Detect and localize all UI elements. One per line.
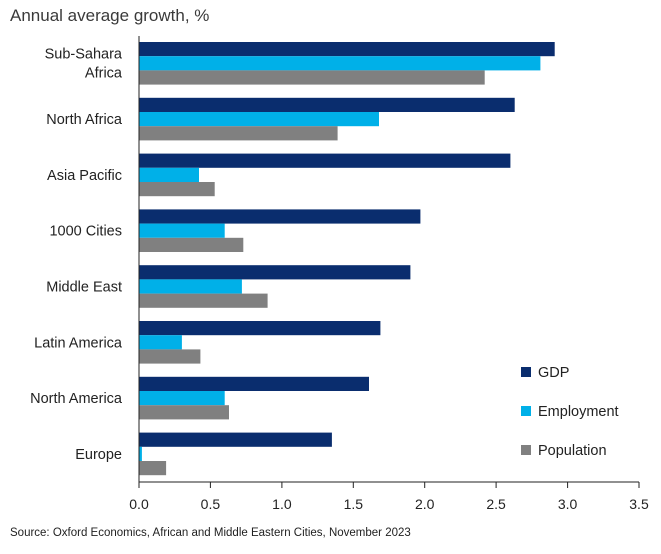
legend-swatch-gdp [521,367,531,377]
bar-population-5 [139,349,201,364]
legend: GDP Employment Population [521,365,619,459]
source-note: Source: Oxford Economics, African and Mi… [10,527,411,539]
category-label-1: North Africa [46,112,123,128]
x-tick-label-1: 0.5 [201,496,221,512]
x-tick-label-3: 1.5 [344,496,364,512]
x-tick-label-7: 3.5 [629,496,649,512]
bar-employment-3 [139,223,225,238]
legend-label-population: Population [538,443,607,459]
bars-group [139,42,555,476]
bar-population-3 [139,237,244,252]
bar-employment-2 [139,167,199,182]
bar-population-2 [139,182,215,197]
x-tick-label-2: 1.0 [272,496,292,512]
category-label-6: North America [30,391,123,407]
bar-gdp-2 [139,153,511,168]
bar-population-0 [139,70,485,85]
category-label-2: Asia Pacific [47,168,122,184]
bar-gdp-6 [139,376,369,391]
bar-population-4 [139,293,268,308]
x-tick-label-4: 2.0 [415,496,435,512]
bar-gdp-7 [139,432,332,447]
legend-swatch-population [521,445,531,455]
bar-employment-6 [139,391,225,406]
x-axis-ticks: 0.0 0.5 1.0 1.5 2.0 2.5 3.0 3.5 [129,36,649,512]
category-labels: Sub-Sahara Africa North Africa Asia Pacific… [30,46,123,463]
bar-gdp-0 [139,42,555,57]
bar-employment-5 [139,335,182,350]
bar-employment-0 [139,56,541,71]
legend-label-gdp: GDP [538,365,569,381]
category-label-5: Latin America [34,335,123,351]
bar-population-6 [139,405,229,420]
category-label-7: Europe [75,447,122,463]
bar-gdp-1 [139,97,515,112]
chart-title: Annual average growth, % [10,6,209,25]
x-tick-label-6: 3.0 [558,496,578,512]
legend-label-employment: Employment [538,404,619,420]
bar-employment-4 [139,279,242,294]
bar-gdp-4 [139,265,411,280]
bar-gdp-5 [139,321,381,336]
x-tick-label-5: 2.5 [486,496,506,512]
x-tick-label-0: 0.0 [129,496,149,512]
bar-employment-7 [139,446,142,461]
bar-employment-1 [139,112,379,127]
category-label-4: Middle East [46,280,122,296]
category-label-3: 1000 Cities [49,224,122,240]
legend-swatch-employment [521,406,531,416]
category-label-0: Sub-Sahara Africa [45,46,123,81]
bar-population-1 [139,126,338,141]
bar-population-7 [139,461,167,476]
bar-gdp-3 [139,209,421,224]
